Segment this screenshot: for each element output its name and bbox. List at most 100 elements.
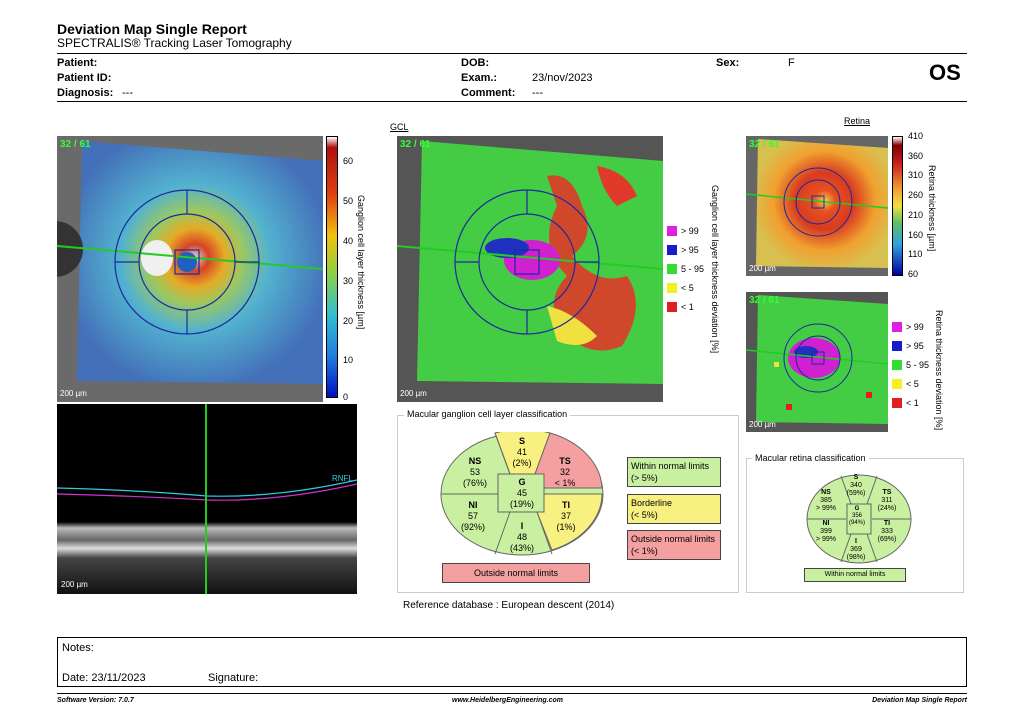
colorbar-tick: 30 [343, 276, 354, 286]
oct-bscan: RNFL 200 µm [57, 404, 357, 594]
scale-bar: 200 µm [400, 389, 427, 398]
gcl-thickness-map-image [57, 136, 323, 402]
patient-id-label: Patient ID: [57, 72, 112, 84]
eye-indicator: OS [929, 60, 961, 85]
retina-sector-ni: NI 399 > 99% [815, 520, 837, 543]
colorbar-tick: 0 [343, 392, 349, 402]
gcl-sector-ti: TI 37 (1%) [556, 500, 576, 532]
diagnosis-value: --- [122, 87, 133, 99]
colorbar-tick: 40 [343, 236, 354, 246]
gcl-sector-ns: NS 53 (76%) [462, 456, 487, 488]
retina-legend-label: < 5 [906, 379, 919, 389]
retina-colorbar-tick: 260 [908, 190, 924, 201]
notes-label: Notes: [62, 642, 94, 654]
signature-label: Signature: [208, 672, 259, 684]
key-outside-normal: Outside normal limits (< 1%) [627, 530, 721, 560]
retina-sector-ts: TS 311 (24%) [877, 489, 897, 512]
gcl-legend-swatch [667, 283, 677, 293]
patient-label: Patient: [57, 57, 98, 69]
retina-legend-swatch [892, 379, 902, 389]
retina-colorbar-tick: 160 [908, 229, 924, 240]
retina-deviation-axis-label: Retina thickness deviation [%] [934, 310, 944, 431]
retina-legend-swatch [892, 322, 902, 332]
gcl-sector-i: I 48 (43%) [509, 521, 534, 553]
website-link[interactable]: www.HeidelbergEngineering.com [452, 697, 563, 704]
retina-colorbar-tick: 410 [908, 131, 924, 141]
software-version: Software Version: 7.0.7 [57, 697, 134, 704]
retina-colorbar-tick: 210 [908, 209, 924, 220]
reference-database: Reference database : European descent (2… [403, 600, 615, 611]
gcl-classification-title: Macular ganglion cell layer classificati… [404, 409, 571, 419]
gcl-legend-label: > 95 [681, 245, 699, 255]
gcl-legend-label: > 99 [681, 226, 699, 236]
diagnosis-label: Diagnosis: [57, 87, 114, 99]
retina-sector-i: I 369 (98%) [846, 538, 866, 561]
gcl-sector-g: G 45 (19%) [509, 477, 534, 509]
retina-thickness-map-image [746, 136, 888, 276]
retina-section-label: Retina [844, 116, 871, 126]
retina-colorbar-tick: 310 [908, 170, 924, 181]
footer-divider [57, 693, 967, 694]
retina-deviation-map-image [746, 292, 888, 432]
key-borderline: Borderline (< 5%) [627, 494, 721, 524]
gcl-legend-swatch [667, 245, 677, 255]
scan-fraction: 32 / 61 [749, 295, 780, 306]
gcl-sector-ni: NI 57 (92%) [460, 500, 485, 532]
retina-sector-chart [806, 474, 912, 564]
gcl-legend-swatch [667, 302, 677, 312]
gcl-sector-chart [440, 432, 604, 556]
retina-deviation-map: 32 / 61 200 µm [746, 292, 888, 432]
retina-sector-ti: TI 333 (69%) [877, 520, 897, 543]
gcl-legend-label: 5 - 95 [681, 264, 705, 274]
header-divider-bottom [57, 101, 967, 102]
device-subtitle: SPECTRALIS® Tracking Laser Tomography [57, 36, 292, 50]
retina-sector-g: G 356 (94%) [848, 506, 865, 526]
retina-colorbar-axis-label: Retina thickness [µm] [927, 165, 937, 252]
sex-value: F [788, 57, 795, 69]
retina-sector-s: S 340 (59%) [846, 474, 866, 497]
retina-legend-label: 5 - 95 [906, 360, 930, 370]
scan-fraction: 32 / 61 [749, 139, 780, 150]
colorbar-tick: 10 [343, 355, 354, 365]
colorbar-axis-label: Ganglion cell layer thickness [µm] [356, 195, 366, 330]
retina-legend-label: < 1 [906, 398, 919, 408]
gcl-thickness-map: 32 / 61 200 µm [57, 136, 323, 402]
retina-colorbar-tick: 360 [908, 150, 924, 161]
notes-date: Date: 23/11/2023 [62, 672, 146, 684]
exam-label: Exam.: [461, 72, 498, 84]
exam-date: 23/nov/2023 [532, 72, 593, 84]
retina-legend-swatch [892, 398, 902, 408]
comment-label: Comment: [461, 87, 516, 99]
retina-legend-label: > 95 [906, 341, 924, 351]
sex-label: Sex: [716, 57, 740, 69]
scale-bar: 200 µm [60, 389, 87, 398]
oct-bscan-image [57, 404, 357, 594]
key-within-normal: Within normal limits (> 5%) [627, 457, 721, 487]
gcl-deviation-axis-label: Ganglion cell layer thickness deviation … [710, 185, 720, 354]
retina-classification-title: Macular retina classification [752, 453, 869, 463]
scale-bar: 200 µm [749, 420, 776, 429]
gcl-deviation-map-image [397, 136, 663, 402]
report-title: Deviation Map Single Report [57, 21, 247, 37]
dob-label: DOB: [461, 57, 490, 69]
gcl-section-label: GCL [390, 122, 409, 132]
retina-legend-label: > 99 [906, 322, 924, 332]
retina-legend-swatch [892, 341, 902, 351]
colorbar-tick: 20 [343, 316, 354, 326]
gcl-legend-label: < 5 [681, 283, 694, 293]
footer-report-name: Deviation Map Single Report [872, 697, 967, 704]
scan-fraction: 32 / 61 [60, 139, 91, 150]
colorbar-tick: 60 [343, 156, 354, 166]
retina-colorbar [892, 136, 903, 276]
gcl-legend-label: < 1 [681, 302, 694, 312]
gcl-sector-s: S 41 (2%) [512, 436, 532, 468]
retina-thickness-map: 32 / 61 200 µm [746, 136, 888, 276]
gcl-sector-ts: TS 32 < 1% [554, 456, 576, 488]
scale-bar: 200 µm [749, 264, 776, 273]
retina-sector-ns: NS 385 > 99% [815, 489, 837, 512]
header-divider-top [57, 53, 967, 54]
retina-colorbar-tick: 60 [908, 269, 919, 279]
gcl-deviation-map: 32 / 61 200 µm [397, 136, 663, 402]
comment-value: --- [532, 87, 543, 99]
scan-fraction: 32 / 61 [400, 139, 431, 150]
